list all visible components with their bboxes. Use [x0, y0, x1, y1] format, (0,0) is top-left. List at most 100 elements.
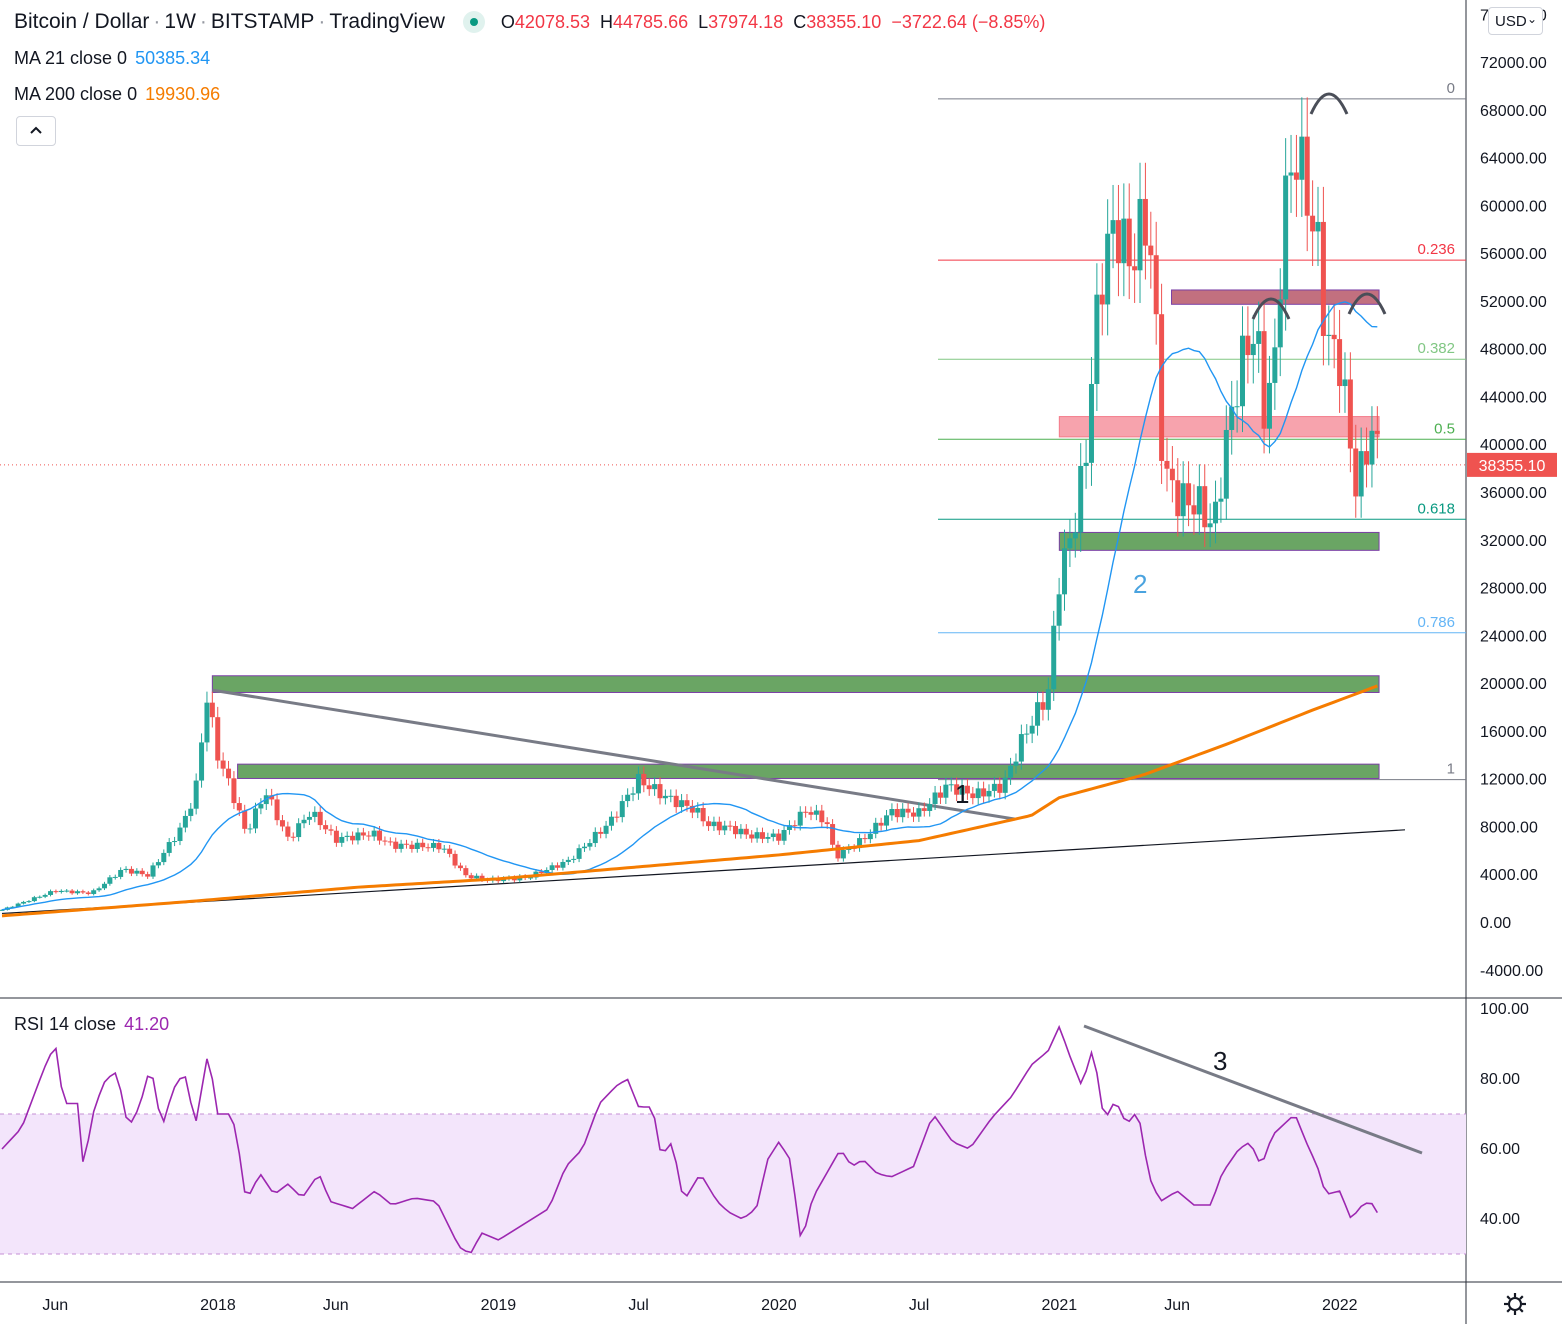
candle-body — [560, 861, 566, 868]
open-value: 42078.53 — [514, 12, 590, 32]
candle-body — [339, 836, 345, 843]
rsi-tick-label: 40.00 — [1480, 1211, 1520, 1228]
symbol-name[interactable]: Bitcoin / Dollar — [14, 10, 150, 33]
settings-gear-icon[interactable] — [1503, 1292, 1527, 1316]
candle-body — [279, 820, 285, 827]
candle-body — [1056, 594, 1062, 626]
candle-body — [1110, 220, 1116, 234]
candle-body — [371, 830, 377, 837]
annotation-1: 1 — [955, 779, 969, 809]
price-tick-label: 28000.00 — [1480, 581, 1547, 598]
price-tick-label: 64000.00 — [1480, 151, 1547, 168]
rsi-tick-label: 80.00 — [1480, 1071, 1520, 1088]
low-value: 37974.18 — [708, 12, 784, 32]
high-value: 44785.66 — [613, 12, 689, 32]
candle-body — [706, 821, 712, 827]
candle-body — [921, 808, 927, 811]
candle-body — [1218, 498, 1224, 502]
candle-body — [355, 832, 361, 841]
candle-body — [409, 844, 415, 849]
fib-label: 1 — [1447, 761, 1455, 778]
candle-body — [711, 821, 717, 827]
price-tick-label: 72000.00 — [1480, 55, 1547, 72]
provider-label: TradingView — [329, 10, 445, 33]
interval-label[interactable]: 1W — [164, 10, 196, 33]
price-tick-label: 24000.00 — [1480, 628, 1547, 645]
candle-body — [1272, 347, 1278, 383]
candle-body — [1175, 480, 1181, 517]
candle-body — [85, 892, 91, 894]
rsi-trendline — [1083, 1024, 1423, 1155]
candle-body — [15, 903, 21, 907]
candle-body — [576, 848, 582, 859]
candle-body — [350, 835, 356, 841]
candle-body — [252, 808, 258, 829]
rsi-tick-label: 100.00 — [1480, 1001, 1529, 1018]
annotation-3: 3 — [1213, 1046, 1227, 1076]
ma200-legend[interactable]: MA 200 close 0 19930.96 — [14, 84, 221, 104]
change-value: −3722.64 (−8.85%) — [891, 12, 1046, 32]
candle-body — [274, 799, 280, 821]
candle-body — [781, 829, 787, 841]
candle-body — [1137, 198, 1143, 271]
candle-body — [37, 896, 43, 898]
candle-body — [430, 842, 436, 848]
pattern-arc — [1347, 292, 1387, 315]
candle-body — [457, 865, 463, 869]
candle-body — [943, 784, 949, 798]
candle-body — [1213, 501, 1219, 524]
market-status-icon[interactable] — [462, 11, 485, 34]
candle-body — [625, 794, 631, 802]
fib-label: 0.786 — [1417, 614, 1455, 631]
candle-body — [1304, 136, 1310, 216]
candle-body — [199, 742, 205, 781]
candle-body — [215, 717, 221, 761]
candle-body — [161, 852, 167, 863]
candle-body — [188, 808, 194, 816]
candle-body — [830, 824, 836, 845]
candle-body — [765, 837, 771, 839]
candle-body — [1148, 245, 1154, 256]
candle-body — [932, 792, 938, 805]
candle-body — [285, 826, 291, 837]
price-tick-label: 8000.00 — [1480, 819, 1538, 836]
time-tick-label: Jul — [909, 1297, 929, 1314]
candle-body — [592, 831, 598, 844]
price-tick-label: 40000.00 — [1480, 437, 1547, 454]
candle-body — [1283, 175, 1289, 300]
candle-body — [1353, 448, 1359, 497]
candle-body — [425, 847, 431, 849]
candle-body — [1126, 218, 1132, 267]
candle-body — [209, 702, 215, 718]
candle-body — [927, 804, 933, 811]
time-tick-label: 2021 — [1042, 1297, 1078, 1314]
currency-label: USD — [1495, 13, 1527, 30]
candle-body — [328, 829, 334, 831]
candle-body — [1169, 468, 1175, 481]
ma200-line — [1, 684, 1378, 918]
candle-body — [1250, 343, 1256, 356]
candle-body — [1315, 221, 1321, 232]
candle-body — [226, 768, 232, 779]
price-tick-label: 56000.00 — [1480, 246, 1547, 263]
candle-body — [1078, 465, 1084, 533]
candle-body — [792, 825, 798, 827]
candle-body — [857, 838, 863, 849]
candle-body — [58, 890, 64, 893]
time-tick-label: 2018 — [200, 1297, 236, 1314]
candle-body — [80, 891, 86, 893]
fib-label: 0.236 — [1417, 241, 1455, 258]
candle-body — [204, 702, 210, 743]
ma21-legend[interactable]: MA 21 close 0 50385.34 — [14, 48, 211, 68]
candle-body — [53, 891, 59, 893]
resistance-trendline-1 — [212, 688, 1016, 821]
candle-body — [673, 795, 679, 808]
currency-select[interactable]: USD ⌄ — [1488, 7, 1543, 35]
candle-body — [441, 848, 447, 850]
candle-body — [1310, 215, 1316, 232]
rsi-legend[interactable]: RSI 14 close 41.20 — [14, 1014, 170, 1034]
collapse-legend-button[interactable] — [16, 116, 56, 146]
annotation-2: 2 — [1133, 569, 1147, 599]
candle-body — [31, 897, 37, 902]
